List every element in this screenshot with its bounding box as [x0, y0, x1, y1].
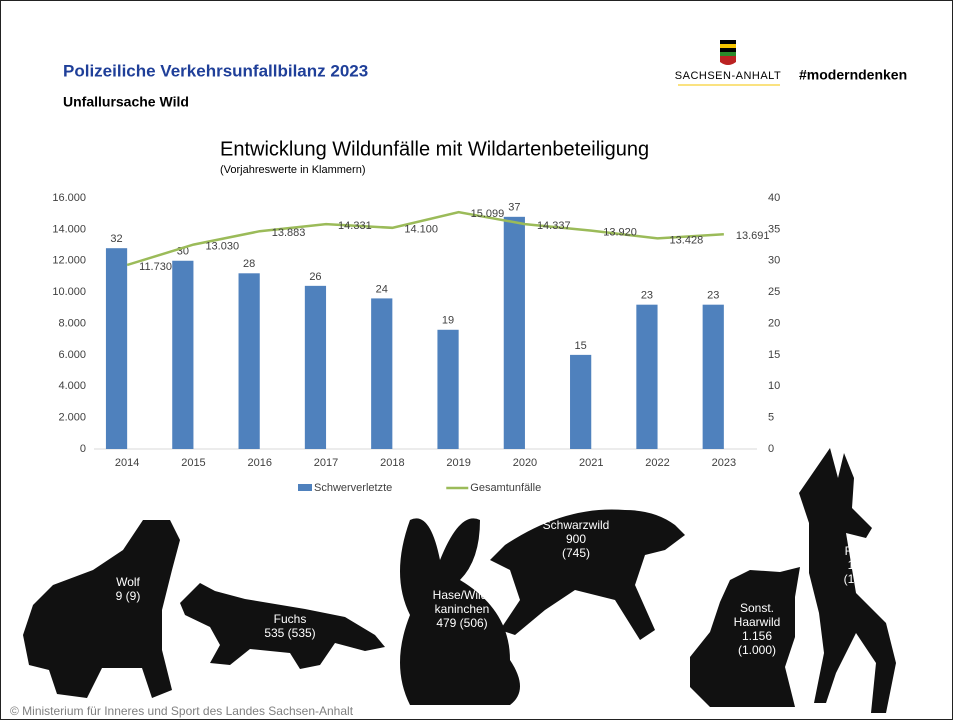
animal-label: (1.000) [738, 643, 776, 657]
animal-label: Hase/Wild- [433, 588, 492, 602]
line-value-label: 13.428 [670, 234, 704, 246]
y-tick-label: 8.000 [58, 317, 86, 329]
line-value-label: 13.691 [736, 230, 770, 242]
x-tick-label: 2014 [115, 457, 139, 469]
y2-tick-label: 20 [768, 317, 780, 329]
bar-value-label: 23 [707, 290, 719, 302]
hashtag: #moderndenken [799, 67, 907, 83]
y2-tick-label: 35 [768, 223, 780, 235]
animal-label: 479 (506) [436, 616, 487, 630]
animal-label: 10.074 [848, 558, 885, 572]
x-tick-label: 2015 [181, 457, 205, 469]
boar [490, 509, 685, 640]
y-tick-label: 16.000 [52, 192, 86, 204]
y-tick-label: 4.000 [58, 380, 86, 392]
animal-label: Sonst. [740, 601, 774, 615]
logo-text: SACHSEN-ANHALT [675, 70, 781, 82]
line-value-label: 11.730 [139, 261, 172, 273]
cat [690, 567, 800, 707]
bar-value-label: 15 [575, 340, 587, 352]
line-value-label: 13.030 [205, 240, 239, 252]
bar-value-label: 26 [309, 271, 321, 283]
bar [105, 248, 128, 449]
animal-label: Schwarzwild [543, 518, 610, 532]
bar [172, 260, 194, 449]
coat-of-arms [720, 40, 736, 65]
y2-tick-label: 5 [768, 412, 774, 424]
animal-label: kaninchen [435, 602, 490, 616]
bar-value-label: 24 [376, 283, 388, 295]
bar [503, 216, 525, 449]
x-tick-label: 2020 [513, 457, 537, 469]
y2-tick-label: 15 [768, 349, 780, 361]
y-tick-label: 2.000 [58, 412, 86, 424]
bar [304, 285, 327, 449]
animal-label: (10.277) [844, 572, 889, 586]
y-tick-label: 10.000 [52, 286, 86, 298]
fox [180, 583, 385, 669]
bar-value-label: 19 [442, 315, 454, 327]
line [126, 210, 724, 267]
animal-label: Rehwild [845, 544, 888, 558]
x-tick-label: 2019 [446, 457, 470, 469]
deer [799, 448, 896, 713]
x-tick-label: 2023 [712, 457, 736, 469]
bar-value-label: 37 [508, 202, 520, 214]
animal-silhouettes [23, 448, 896, 713]
legend-label: Schwerverletzte [314, 482, 392, 494]
animal-label: Wolf [116, 575, 140, 589]
y2-tick-label: 30 [768, 255, 780, 267]
animal-label: Fuchs [274, 612, 307, 626]
bar-value-label: 32 [110, 233, 122, 245]
y-tick-label: 0 [80, 443, 86, 455]
legend-label: Gesamtunfälle [470, 482, 541, 494]
animal-label: 535 (535) [264, 626, 315, 640]
line-value-label: 14.100 [404, 224, 438, 236]
wolf [23, 520, 180, 698]
line-value-label: 13.920 [603, 227, 637, 239]
chart-subtitle: (Vorjahreswerte in Klammern) [220, 164, 366, 176]
line-value-label: 14.331 [338, 220, 372, 232]
footer: © Ministerium für Inneres und Sport des … [10, 704, 354, 718]
bar-value-label: 28 [243, 258, 255, 270]
animal-label: 900 [566, 532, 586, 546]
y2-tick-label: 25 [768, 286, 780, 298]
bar [437, 329, 459, 449]
bar-value-label: 23 [641, 290, 653, 302]
line-value-label: 13.883 [272, 227, 306, 239]
animal-label: 1.156 [742, 629, 772, 643]
x-tick-label: 2021 [579, 457, 603, 469]
slide-subtitle: Unfallursache Wild [63, 94, 189, 110]
y2-tick-label: 40 [768, 192, 780, 204]
bar [702, 304, 724, 449]
bar [636, 304, 658, 449]
x-tick-label: 2017 [314, 457, 338, 469]
bar [238, 273, 260, 449]
y2-tick-label: 0 [768, 443, 774, 455]
legend-swatch [298, 484, 312, 491]
x-tick-label: 2018 [380, 457, 404, 469]
line-value-label: 15.099 [471, 208, 505, 220]
animal-label: 9 (9) [116, 589, 141, 603]
y-tick-label: 14.000 [52, 223, 86, 235]
hare [400, 518, 520, 705]
bar [570, 354, 592, 449]
x-tick-label: 2016 [248, 457, 272, 469]
animal-label: Haarwild [734, 615, 781, 629]
slide-title: Polizeiliche Verkehrsunfallbilanz 2023 [63, 61, 368, 80]
y-tick-label: 12.000 [52, 255, 86, 267]
line-value-label: 14.337 [537, 220, 571, 232]
y-tick-label: 6.000 [58, 349, 86, 361]
animal-label: (745) [562, 546, 590, 560]
bar [371, 298, 393, 449]
x-tick-label: 2022 [645, 457, 669, 469]
y2-tick-label: 10 [768, 380, 780, 392]
chart-title: Entwicklung Wildunfälle mit Wildartenbet… [220, 138, 649, 160]
